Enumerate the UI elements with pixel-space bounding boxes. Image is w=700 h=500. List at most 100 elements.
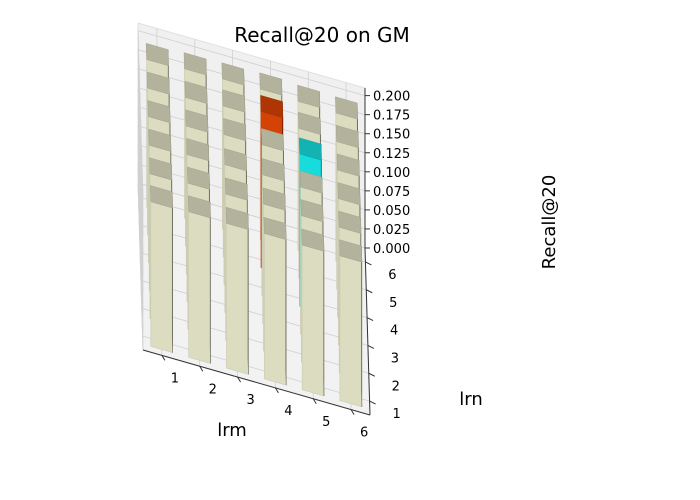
bar-top-face (185, 109, 209, 133)
x-tick (199, 365, 204, 372)
bar-top-face (260, 95, 284, 118)
bar-top-face (262, 187, 286, 211)
bar-top-face (186, 138, 210, 162)
z-tick-label: 0.125 (373, 147, 410, 162)
x-tick-label: 5 (322, 415, 330, 430)
axes: 1 2 3 4 5 6 1 2 3 4 5 6 0.000 0.025 0.050 0.075 0.100 0.1… (142, 88, 410, 441)
bar (301, 228, 325, 397)
bar-top-face (300, 199, 324, 223)
bar-front-face (301, 244, 325, 397)
x-tick-label: 3 (246, 393, 254, 408)
bar-top-face (299, 170, 323, 194)
x-tick-label: 1 (171, 371, 179, 386)
bar-top-face (298, 111, 321, 135)
x-tick (312, 398, 317, 405)
x-tick (274, 387, 279, 394)
bar-top-face (150, 185, 173, 209)
y-tick-label: 4 (390, 324, 398, 339)
bar-front-face (150, 201, 173, 353)
bar-top-face (187, 166, 210, 190)
x-tick (161, 355, 166, 361)
y-tick-label: 2 (392, 379, 400, 394)
z-tick-label: 0.025 (373, 223, 410, 238)
bars (145, 43, 363, 408)
y-tick-label: 6 (388, 268, 396, 283)
x-tick-label: 2 (209, 382, 217, 397)
y-tick (366, 289, 373, 294)
bar-top-face (147, 100, 171, 124)
bar (339, 239, 363, 408)
bar-top-face (339, 239, 363, 263)
y-grid-line (142, 176, 370, 402)
bar-top-face (261, 128, 284, 152)
bar-side-face (247, 213, 249, 375)
bar (263, 217, 287, 386)
bar-side-face (361, 245, 363, 407)
bar-front-face (226, 223, 249, 375)
y-tick-label: 1 (392, 407, 400, 422)
y-axis-label: lrn (459, 389, 483, 410)
bar-side-face (171, 191, 173, 353)
bar-top-face (298, 137, 322, 161)
bar-top-face (225, 206, 249, 230)
z-tick-label: 0.075 (373, 185, 410, 200)
bar-top-face (337, 182, 361, 206)
bar-front-face (264, 233, 287, 386)
z-grid-line (137, 30, 366, 198)
bar-front-face (339, 255, 363, 408)
x-axis-line (142, 349, 371, 416)
bar-top-face (224, 177, 248, 201)
bar-top-face (301, 228, 325, 252)
x-tick-label: 6 (360, 426, 368, 441)
y-axis-line (364, 247, 371, 416)
x-tick (350, 409, 355, 415)
bar-top-face (223, 118, 247, 142)
y-tick (366, 317, 374, 322)
bar-top-face (148, 128, 172, 152)
y-grid-line (140, 120, 369, 346)
bar (150, 185, 173, 353)
x-tick (237, 376, 242, 383)
bar-top-face (259, 72, 283, 96)
z-tick-label: 0.050 (373, 204, 410, 219)
bar-top-face (146, 71, 170, 95)
bar-top-face (335, 125, 359, 148)
bar (187, 195, 211, 364)
bar-top-face (183, 52, 207, 76)
bar-top-face (261, 158, 285, 182)
y-tick (367, 344, 375, 349)
bar-top-face (149, 157, 173, 181)
y-tick-label: 5 (389, 296, 397, 311)
y-tick (369, 400, 376, 405)
z-tick-label: 0.000 (373, 242, 410, 257)
z-axis-label: Recall@20 (539, 175, 560, 270)
bar-top-face (336, 153, 360, 177)
bar-top-face (145, 43, 169, 66)
y-tick (368, 372, 375, 377)
y-grid-line (137, 36, 366, 263)
y-grid-line (139, 92, 368, 318)
bar-side-face (285, 223, 287, 386)
y-tick (365, 261, 372, 266)
bar-top-face (222, 89, 246, 113)
bar-top-face (338, 210, 362, 234)
bar-top-face (184, 80, 208, 104)
chart-title: Recall@20 on GM (234, 23, 410, 47)
bar-top-face (297, 84, 321, 108)
bar-top-face (187, 195, 211, 219)
y-tick-label: 3 (391, 351, 399, 366)
bar (225, 206, 249, 375)
y-grid-line (138, 64, 367, 291)
bar-top-face (335, 96, 358, 120)
bar-front-face (188, 211, 211, 364)
bar-top-face (224, 148, 247, 172)
z-tick-label: 0.175 (373, 109, 410, 124)
y-grid-line (141, 148, 369, 374)
z-tick-label: 0.200 (373, 90, 410, 105)
x-tick-label: 4 (284, 404, 292, 419)
bar-top-face (221, 62, 245, 86)
z-tick-label: 0.150 (373, 128, 410, 143)
z-tick-label: 0.100 (373, 166, 410, 181)
x-axis-label: lrm (217, 420, 247, 441)
